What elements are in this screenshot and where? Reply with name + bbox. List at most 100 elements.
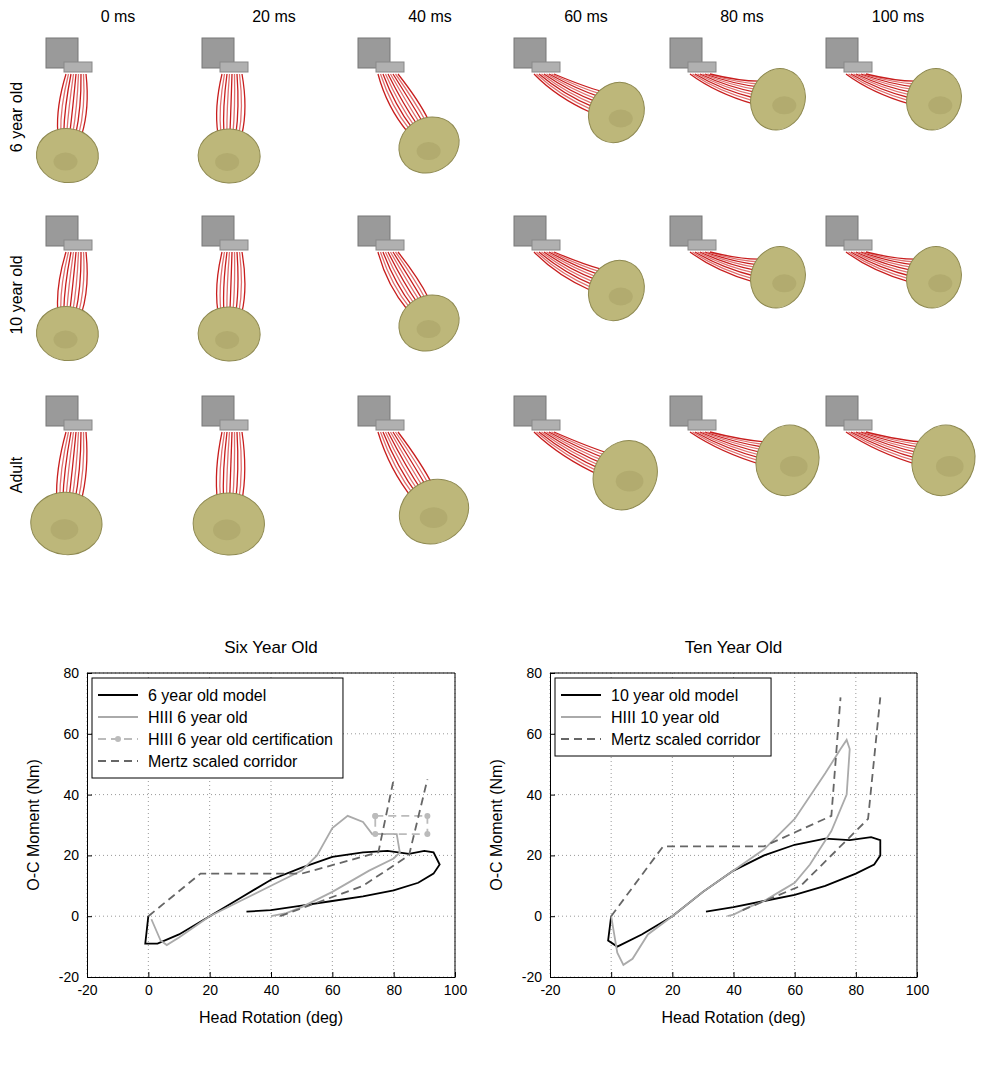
- ligament: [698, 432, 766, 456]
- fixture: [688, 420, 716, 430]
- legend-swatch: [561, 716, 601, 718]
- tick-label: 80: [849, 982, 865, 998]
- face: [213, 520, 241, 541]
- tick: 60: [63, 726, 92, 742]
- tick: 20: [63, 847, 92, 863]
- tick: 40: [63, 787, 92, 803]
- face: [53, 153, 77, 171]
- row-label: 10 year old: [8, 255, 25, 334]
- tick-mark: [210, 972, 211, 977]
- y-axis: -20020406080: [522, 665, 555, 985]
- tick-mark: [148, 972, 149, 977]
- frame-image: [197, 216, 261, 362]
- fixture: [688, 62, 716, 72]
- tick-label: 40: [526, 787, 542, 803]
- tick-mark: [734, 972, 735, 977]
- face: [53, 331, 77, 349]
- ligament: [227, 74, 230, 134]
- face: [609, 287, 633, 305]
- legend-label: Mertz scaled corridor: [148, 753, 298, 770]
- marker: [372, 813, 378, 819]
- face: [51, 519, 79, 540]
- tick-label: 80: [526, 665, 542, 681]
- ligament: [398, 252, 428, 298]
- fixture: [220, 240, 248, 250]
- grid-line: [917, 673, 918, 977]
- tick-mark: [550, 977, 555, 978]
- ligament: [554, 252, 603, 270]
- ligament: [57, 432, 66, 500]
- fixture: [64, 240, 92, 250]
- ligament: [79, 252, 84, 313]
- face: [936, 456, 964, 477]
- head: [899, 62, 970, 138]
- y-axis-title: O-C Moment (Nm): [25, 759, 42, 891]
- x-axis-title: Head Rotation (deg): [661, 1009, 805, 1026]
- grid-line: [550, 916, 917, 917]
- ligament: [69, 432, 76, 502]
- ligament: [242, 432, 245, 502]
- ligament: [230, 74, 232, 134]
- head: [743, 62, 814, 138]
- ligament: [233, 74, 235, 134]
- frame-image: [826, 216, 969, 315]
- ligament: [236, 252, 238, 312]
- tick-label: 60: [325, 982, 341, 998]
- tick-label: 20: [202, 982, 218, 998]
- series-line: [611, 740, 850, 965]
- tick-mark: [87, 795, 92, 796]
- ligament: [233, 252, 235, 312]
- legend-box: [555, 678, 771, 756]
- tick: 0: [71, 908, 92, 924]
- grid-line: [550, 673, 551, 977]
- series-line: [151, 816, 399, 945]
- head: [389, 284, 470, 362]
- chart: -20020406080100-20020406080Six Year OldH…: [25, 638, 467, 1026]
- fixture: [64, 420, 92, 430]
- head: [578, 72, 655, 152]
- column-label: 60 ms: [564, 8, 608, 25]
- frame-image: [826, 38, 969, 137]
- axis-line: [550, 674, 551, 978]
- tick-label: -20: [522, 969, 542, 985]
- tick: 80: [386, 972, 402, 998]
- ligament: [398, 74, 428, 120]
- tick-label: 40: [264, 982, 280, 998]
- ligament: [82, 74, 88, 135]
- head: [388, 467, 481, 556]
- legend-swatch: [98, 760, 138, 762]
- frame-image: [514, 38, 655, 153]
- legend-label: 6 year old model: [148, 687, 266, 704]
- face: [928, 96, 952, 114]
- grid-line: [550, 673, 917, 674]
- ligament: [703, 252, 758, 268]
- ligament: [70, 74, 76, 134]
- frame-image: [670, 396, 828, 504]
- frame-image: [358, 396, 480, 556]
- plot-background: [550, 673, 917, 977]
- tick-label: -20: [59, 969, 79, 985]
- ligament: [230, 252, 232, 312]
- ligament: [703, 74, 758, 90]
- frame-image: [197, 38, 261, 184]
- tick: 0: [145, 972, 153, 998]
- face: [772, 96, 796, 114]
- face: [616, 471, 644, 492]
- y-axis-title: O-C Moment (Nm): [488, 759, 505, 891]
- legend-box: [92, 678, 343, 778]
- frame-line: [455, 673, 456, 977]
- grid-line: [794, 673, 795, 977]
- tick-label: 0: [145, 982, 153, 998]
- fixture: [220, 420, 248, 430]
- fixture: [532, 420, 560, 430]
- chart-title: Six Year Old: [224, 638, 318, 657]
- legend-label: Mertz scaled corridor: [611, 731, 761, 748]
- ligament: [859, 252, 914, 268]
- ligament: [866, 74, 917, 81]
- ligament: [708, 432, 770, 445]
- marker: [372, 831, 378, 837]
- tick-label: 0: [534, 908, 542, 924]
- head: [197, 128, 261, 184]
- column-label: 80 ms: [720, 8, 764, 25]
- ligament: [866, 252, 917, 259]
